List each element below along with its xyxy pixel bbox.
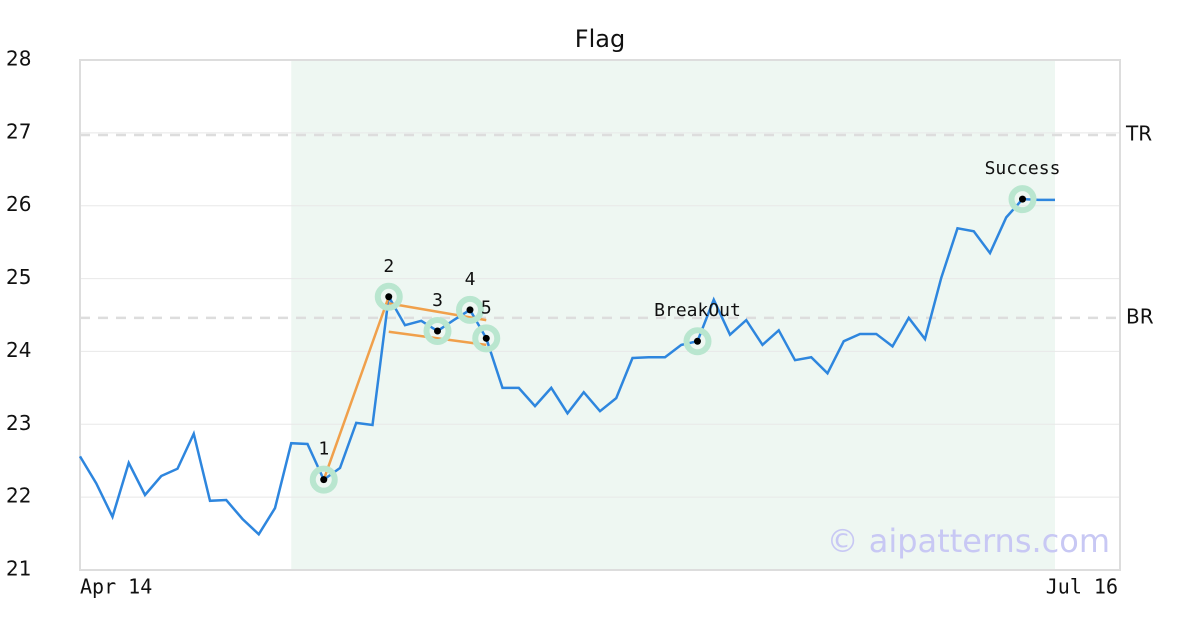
pattern-point (482, 334, 490, 342)
pattern-label: 1 (318, 439, 329, 460)
pattern-label: 5 (481, 297, 492, 318)
trend-line (322, 296, 390, 481)
pattern-label: BreakOut (654, 300, 741, 321)
pattern-point (320, 476, 328, 484)
pattern-point-halo (683, 327, 712, 356)
pattern-point-halo (374, 282, 403, 311)
y-tick-label: 28 (6, 47, 31, 71)
y-tick-label: 27 (6, 119, 31, 143)
pattern-point (1019, 195, 1026, 203)
price-line (78, 197, 1055, 537)
y-tick-label: 26 (6, 192, 31, 216)
pattern-point (385, 293, 393, 301)
y-tick-label: 21 (6, 557, 31, 581)
reference-label: TR (1125, 122, 1152, 146)
chart-title: Flag (575, 25, 625, 53)
pattern-point-halo (472, 324, 501, 353)
pattern-label: 2 (383, 256, 394, 277)
highlight-region (291, 60, 1055, 570)
pattern-point (466, 306, 474, 314)
x-tick-label: Apr 14 (80, 575, 152, 599)
pattern-point-halo (423, 317, 452, 346)
pattern-label: Success (985, 158, 1061, 179)
trend-line (388, 330, 487, 347)
pattern-point-halo (1008, 185, 1037, 214)
y-tick-label: 24 (6, 338, 31, 362)
y-tick-label: 23 (6, 411, 31, 435)
y-tick-label: 25 (6, 265, 31, 289)
pattern-label: 4 (465, 269, 476, 290)
trend-line (388, 302, 487, 322)
pattern-point-halo (456, 295, 484, 324)
y-tick-label: 22 (6, 484, 31, 508)
watermark: © aipatterns.com (827, 522, 1110, 560)
x-tick-label: Jul 16 (1046, 575, 1118, 599)
reference-label: BR (1126, 304, 1154, 328)
pattern-point (434, 327, 441, 335)
pattern-point (694, 337, 701, 345)
pattern-label: 3 (432, 290, 443, 311)
pattern-point-halo (309, 465, 338, 494)
plot-frame (79, 59, 1121, 571)
